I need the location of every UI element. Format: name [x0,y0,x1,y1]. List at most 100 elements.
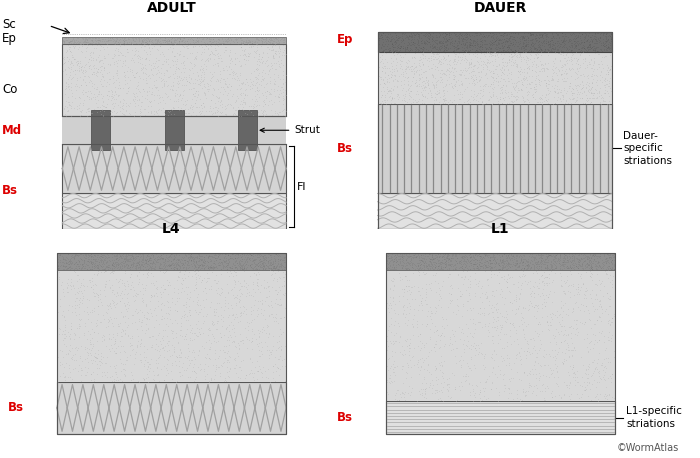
Point [432,279,443,287]
Point [173,95,184,102]
Point [451,295,462,302]
Point [592,305,603,312]
Point [394,52,405,59]
Point [454,30,465,38]
Point [155,251,167,259]
Point [438,46,449,54]
Point [198,287,209,294]
Point [57,252,68,260]
Point [258,364,269,371]
Point [444,254,455,261]
Point [80,36,91,43]
Point [119,365,130,373]
Point [596,327,607,334]
Point [435,258,446,266]
Point [404,265,415,272]
Point [472,64,483,71]
Point [449,82,460,89]
Point [419,254,430,262]
Point [399,93,410,100]
Point [122,256,134,263]
Point [588,54,599,61]
Point [146,259,158,267]
Point [503,251,514,259]
Point [485,38,496,46]
Point [430,29,441,36]
Point [382,305,393,312]
Point [476,67,487,74]
Point [180,256,191,263]
Point [512,60,523,68]
Point [454,39,465,46]
Point [233,76,244,84]
Point [403,390,414,397]
Point [160,285,171,293]
Point [412,307,423,314]
Point [399,319,410,327]
Point [561,71,572,78]
Point [454,383,465,390]
Point [146,98,157,105]
Point [122,257,134,265]
Point [529,89,540,96]
Point [132,82,143,90]
Point [473,310,484,317]
Point [200,94,211,102]
Point [92,104,103,111]
Point [251,79,262,87]
Point [523,40,534,47]
Point [256,347,267,354]
Point [458,259,470,267]
Point [271,363,282,370]
Point [544,261,555,268]
Point [552,31,564,38]
Point [467,79,478,86]
Point [169,357,180,365]
Point [496,257,507,264]
Point [113,51,124,58]
Point [98,368,109,375]
Point [381,338,392,345]
Point [400,58,412,65]
Point [91,281,102,289]
Point [549,252,560,260]
Point [204,33,215,41]
Point [63,365,74,372]
Point [480,267,491,275]
Point [227,58,238,65]
Point [459,40,470,47]
Point [253,262,264,269]
Point [491,50,503,58]
Point [261,33,272,41]
Point [99,256,110,264]
Point [582,74,594,81]
Point [224,264,235,271]
Point [83,64,94,71]
Point [501,275,512,283]
Point [267,41,279,49]
Point [539,256,550,263]
Point [220,255,232,262]
Point [602,265,613,272]
Point [245,303,256,311]
Point [406,87,417,94]
Point [398,285,409,292]
Point [402,42,413,49]
Point [523,90,534,97]
Point [437,28,448,35]
Point [552,369,563,376]
Point [585,98,596,106]
Point [427,262,438,270]
Point [529,44,540,52]
Point [119,258,130,265]
Point [482,263,493,271]
Point [452,58,463,65]
Point [153,73,164,81]
Point [588,94,599,102]
Point [97,92,108,99]
Point [470,38,482,46]
Point [495,258,506,265]
Point [134,342,146,349]
Point [217,359,228,366]
Point [232,339,243,346]
